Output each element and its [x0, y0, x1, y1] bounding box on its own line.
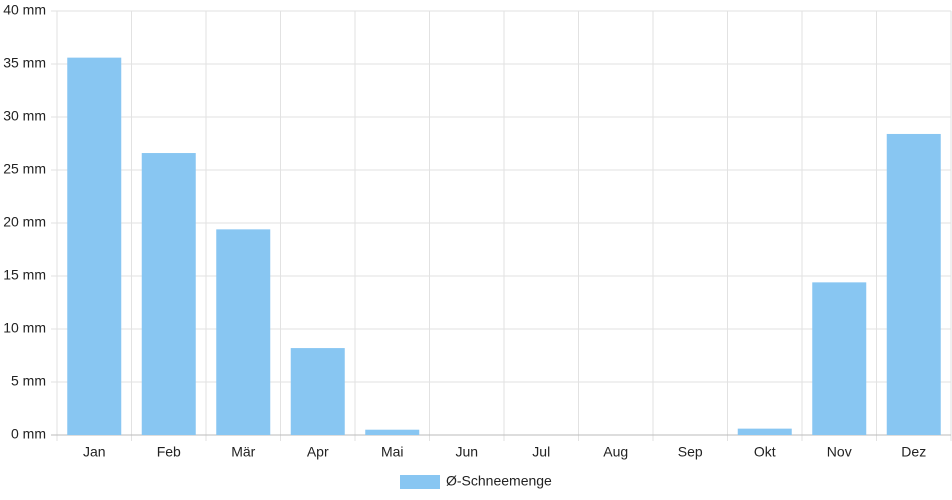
bar [365, 429, 420, 435]
x-tick-label: Feb [157, 444, 181, 460]
legend-swatch [400, 475, 440, 489]
x-tick-label: Mai [381, 444, 404, 460]
x-tick-label: Aug [603, 444, 628, 460]
y-tick-label: 25 mm [3, 161, 46, 177]
y-tick-label: 10 mm [3, 320, 46, 336]
y-tick-label: 15 mm [3, 267, 46, 283]
y-tick-label: 0 mm [11, 426, 46, 442]
y-tick-label: 20 mm [3, 214, 46, 230]
y-tick-label: 40 mm [3, 2, 46, 18]
x-tick-label: Dez [901, 444, 926, 460]
bar [737, 428, 792, 435]
y-tick-label: 30 mm [3, 108, 46, 124]
bar [290, 348, 345, 435]
y-tick-label: 35 mm [3, 55, 46, 71]
bar [886, 133, 941, 435]
x-tick-label: Nov [827, 444, 852, 460]
y-tick-label: 5 mm [11, 373, 46, 389]
bar [216, 229, 271, 435]
legend-label: Ø-Schneemenge [446, 473, 552, 489]
x-tick-label: Apr [307, 444, 329, 460]
x-tick-label: Jun [455, 444, 478, 460]
x-tick-label: Sep [678, 444, 703, 460]
bar [141, 153, 196, 436]
x-tick-label: Jul [532, 444, 550, 460]
x-tick-label: Jan [83, 444, 106, 460]
x-tick-label: Okt [754, 444, 776, 460]
x-tick-label: Mär [231, 444, 255, 460]
bar [812, 282, 867, 435]
bar [67, 57, 122, 435]
